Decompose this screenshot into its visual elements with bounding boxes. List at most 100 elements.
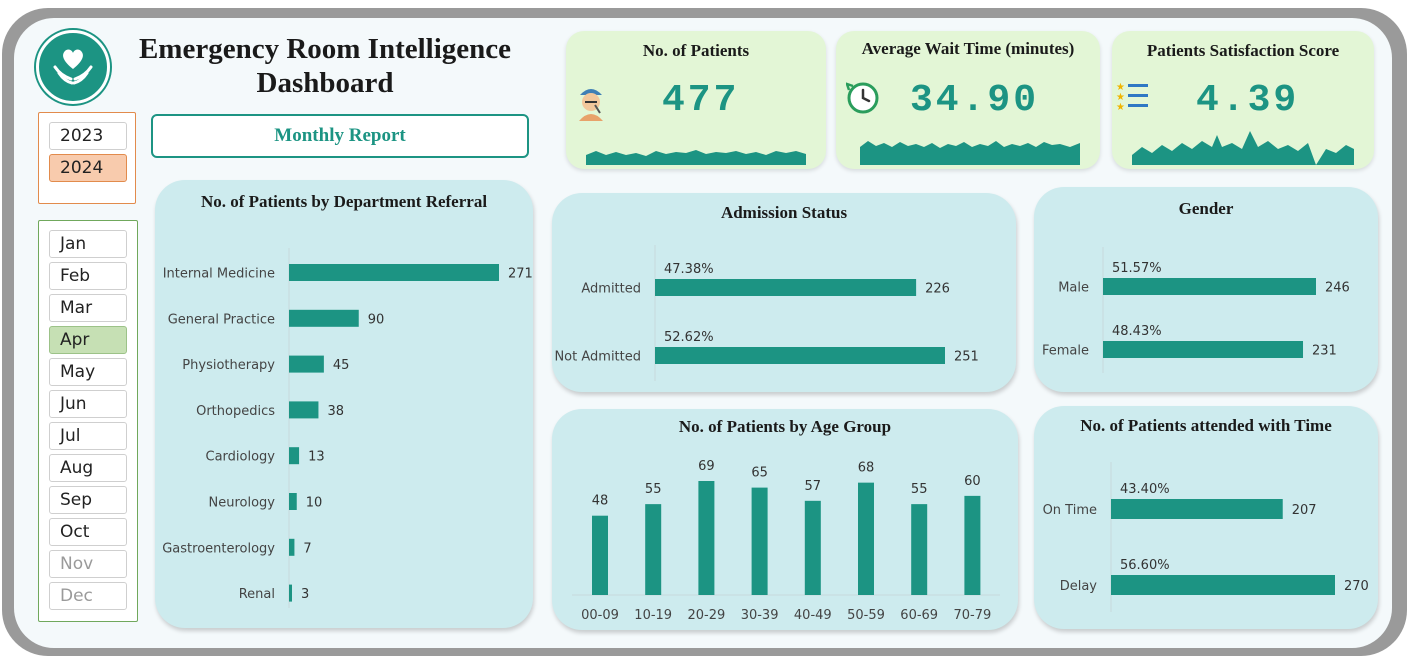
department-bar-orthopedics: [289, 401, 319, 419]
kpi-patients-value: 477: [662, 79, 740, 122]
age-value-20-29: 69: [698, 459, 715, 474]
year-option-2024[interactable]: 2024: [49, 154, 127, 182]
department-value-renal: 3: [301, 587, 309, 602]
attended-bar-on-time: [1111, 499, 1283, 519]
gender-bar-male: [1103, 278, 1316, 295]
department-label-internal-medicine: Internal Medicine: [163, 267, 275, 282]
age-label-60-69: 60-69: [900, 608, 938, 623]
age-bar-30-39: [751, 487, 768, 595]
age-bar-20-29: [698, 481, 715, 595]
department-value-cardiology: 13: [308, 450, 325, 465]
month-option-dec[interactable]: Dec: [49, 582, 127, 610]
page-title-line1: Emergency Room Intelligence: [138, 33, 512, 65]
month-option-mar[interactable]: Mar: [49, 294, 127, 322]
department-chart: Internal Medicine 271 General Practice 90 Ph…: [162, 248, 533, 608]
kpi-satisfaction-title: Patients Satisfaction Score: [1146, 41, 1340, 60]
department-value-gastroenterology: 7: [303, 541, 311, 556]
month-option-sep[interactable]: Sep: [49, 486, 127, 514]
month-option-feb[interactable]: Feb: [49, 262, 127, 290]
admission-value-admitted: 226: [925, 282, 950, 297]
kpi-satisfaction-value: 4.39: [1196, 79, 1300, 122]
age-value-30-39: 65: [751, 466, 768, 481]
attended-chart-title: No. of Patients attended with Time: [1080, 416, 1332, 435]
monthly-report-button[interactable]: Monthly Report: [151, 114, 529, 158]
admission-bar-admitted: [655, 279, 917, 296]
age-value-60-69: 55: [911, 482, 928, 497]
department-label-neurology: Neurology: [209, 496, 276, 511]
gender-value-female: 231: [1312, 344, 1337, 359]
department-label-gastroenterology: Gastroenterology: [162, 541, 275, 556]
month-option-jun[interactable]: Jun: [49, 390, 127, 418]
age-bar-60-69: [911, 504, 928, 595]
month-option-oct[interactable]: Oct: [49, 518, 127, 546]
clock-icon: [846, 82, 879, 114]
attended-label-on-time: On Time: [1043, 503, 1097, 518]
age-label-20-29: 20-29: [688, 608, 726, 623]
age-bar-70-79: [964, 495, 981, 595]
department-value-general-practice: 90: [368, 312, 385, 327]
department-value-physiotherapy: 45: [333, 358, 350, 373]
age-value-00-09: 48: [592, 494, 609, 509]
kpi-wait-title: Average Wait Time (minutes): [861, 39, 1075, 58]
attended-bar-delay: [1111, 575, 1335, 595]
age-bar-50-59: [858, 482, 874, 595]
rating-list-icon: ★ ★ ★: [1116, 82, 1148, 113]
page-title-line2: Dashboard: [256, 67, 394, 99]
kpi-wait-card: Average Wait Time (minutes) 34.90: [836, 31, 1100, 169]
age-chart-title: No. of Patients by Age Group: [678, 417, 892, 436]
admission-panel: Admission Status Admitted 226 47.38% Not Ad…: [552, 193, 1016, 392]
age-label-10-19: 10-19: [634, 608, 672, 623]
year-slicer: 2023 2024: [38, 112, 136, 204]
department-bar-general-practice: [289, 309, 359, 327]
svg-text:★: ★: [1116, 102, 1125, 113]
department-value-orthopedics: 38: [327, 404, 344, 419]
department-value-neurology: 10: [306, 496, 323, 511]
age-value-50-59: 68: [858, 461, 875, 476]
department-bar-renal: [289, 584, 292, 602]
department-label-cardiology: Cardiology: [206, 450, 276, 465]
department-bar-internal-medicine: [289, 264, 499, 281]
age-bar-10-19: [645, 504, 662, 595]
kpi-wait-sparkline: [860, 141, 1080, 165]
svg-text:★: ★: [1116, 92, 1125, 103]
month-option-apr[interactable]: Apr: [49, 326, 127, 354]
admission-bar-not-admitted: [655, 347, 945, 364]
department-bar-neurology: [289, 493, 297, 510]
page-title: Emergency Room Intelligence Dashboard: [122, 32, 528, 100]
month-option-jan[interactable]: Jan: [49, 230, 127, 258]
age-label-70-79: 70-79: [954, 608, 992, 623]
age-bar-40-49: [804, 500, 821, 595]
department-label-general-practice: General Practice: [168, 312, 275, 327]
year-option-2023[interactable]: 2023: [49, 122, 127, 150]
age-panel: No. of Patients by Age Group 48 00-09 55 10…: [552, 409, 1018, 630]
kpi-wait-value: 34.90: [910, 79, 1040, 122]
attended-label-delay: Delay: [1060, 579, 1098, 594]
age-label-30-39: 30-39: [741, 608, 779, 623]
month-option-may[interactable]: May: [49, 358, 127, 386]
gender-chart-title: Gender: [1178, 199, 1234, 218]
month-option-aug[interactable]: Aug: [49, 454, 127, 482]
age-label-40-49: 40-49: [794, 608, 832, 623]
admission-value-not-admitted: 251: [954, 350, 979, 365]
attended-percent-delay: 56.60%: [1120, 558, 1170, 573]
department-panel: No. of Patients by Department Referral I…: [155, 180, 533, 628]
gender-label-male: Male: [1058, 281, 1089, 296]
attended-value-delay: 270: [1344, 579, 1369, 594]
department-bar-gastroenterology: [289, 538, 295, 556]
kpi-patients-title: No. of Patients: [642, 41, 750, 60]
gender-label-female: Female: [1042, 344, 1089, 359]
department-bar-physiotherapy: [289, 355, 324, 373]
age-label-00-09: 00-09: [581, 608, 619, 623]
department-value-internal-medicine: 271: [508, 267, 533, 282]
month-option-jul[interactable]: Jul: [49, 422, 127, 450]
gender-chart: Male 246 51.57% Female 231 48.43%: [1042, 247, 1350, 373]
attended-chart: On Time 207 43.40% Delay 270 56.60%: [1043, 462, 1369, 612]
month-option-nov[interactable]: Nov: [49, 550, 127, 578]
age-chart: 48 00-09 55 10-19 69 20-29 65 30-39 57 40-49 68 50-…: [572, 459, 1000, 623]
attended-panel: No. of Patients attended with Time On Ti…: [1034, 406, 1378, 629]
department-chart-title: No. of Patients by Department Referral: [200, 192, 488, 211]
admission-chart-title: Admission Status: [720, 203, 848, 222]
gender-value-male: 246: [1325, 281, 1350, 296]
admission-chart: Admitted 226 47.38% Not Admitted 251 52.62%: [554, 245, 979, 381]
kpi-satisfaction-card: Patients Satisfaction Score ★ ★ ★ 4.39: [1112, 31, 1374, 169]
